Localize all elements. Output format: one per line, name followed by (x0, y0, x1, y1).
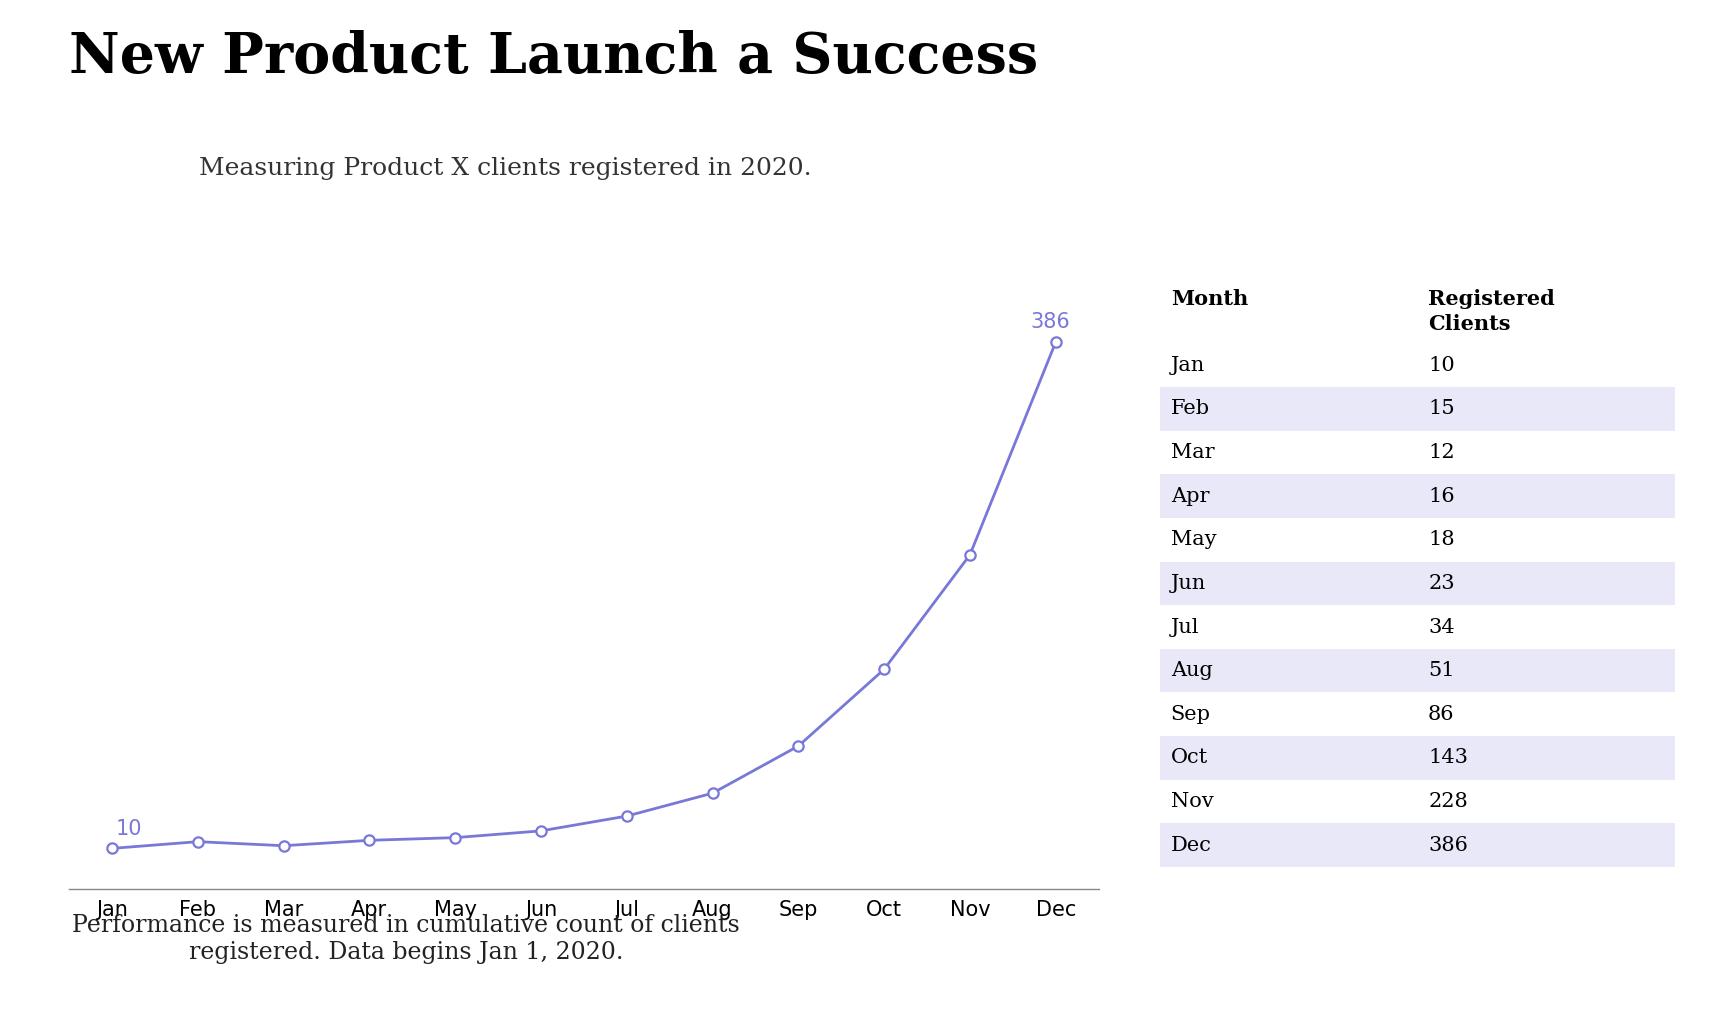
Text: 15: 15 (1428, 399, 1454, 418)
Text: Registered
Clients: Registered Clients (1428, 289, 1554, 333)
FancyBboxPatch shape (1161, 387, 1675, 430)
FancyBboxPatch shape (1161, 475, 1675, 518)
FancyBboxPatch shape (1161, 736, 1675, 780)
Text: 34: 34 (1428, 617, 1454, 636)
Point (527, 823, 554, 839)
Text: Oct: Oct (1171, 748, 1207, 768)
Text: May: May (1171, 530, 1216, 549)
Text: 386: 386 (1428, 835, 1468, 854)
Text: 143: 143 (1428, 748, 1468, 768)
Text: 51: 51 (1428, 662, 1454, 680)
Point (957, 546, 984, 563)
Text: New Product Launch a Success: New Product Launch a Success (69, 30, 1038, 85)
Point (784, 738, 812, 754)
Text: Jun: Jun (1171, 574, 1205, 593)
Text: Jan: Jan (1171, 356, 1205, 375)
Point (1041, 334, 1069, 350)
Text: Measuring Product X clients registered in 2020.: Measuring Product X clients registered i… (199, 157, 812, 180)
Point (870, 662, 898, 678)
Text: 16: 16 (1428, 487, 1454, 506)
Point (442, 829, 470, 845)
Text: 12: 12 (1428, 443, 1454, 462)
FancyBboxPatch shape (1161, 648, 1675, 693)
Point (98, 840, 126, 856)
Text: Mar: Mar (1171, 443, 1214, 462)
Text: Performance is measured in cumulative count of clients
registered. Data begins J: Performance is measured in cumulative co… (73, 914, 739, 964)
Text: Aug: Aug (1171, 662, 1212, 680)
Point (613, 808, 641, 824)
Text: 86: 86 (1428, 705, 1454, 724)
Point (699, 785, 727, 801)
Point (185, 833, 212, 849)
Text: Dec: Dec (1171, 835, 1212, 854)
Point (356, 832, 383, 848)
Text: Nov: Nov (1171, 792, 1214, 811)
Text: Feb: Feb (1171, 399, 1209, 418)
Point (269, 837, 297, 853)
Text: 10: 10 (116, 818, 143, 838)
Text: Jul: Jul (1171, 617, 1199, 636)
Text: 18: 18 (1428, 530, 1454, 549)
Text: Month: Month (1171, 289, 1249, 309)
FancyBboxPatch shape (1161, 562, 1675, 605)
Text: 10: 10 (1428, 356, 1454, 375)
Text: 23: 23 (1428, 574, 1454, 593)
Text: Apr: Apr (1171, 487, 1209, 506)
Text: Sep: Sep (1171, 705, 1211, 724)
Text: 228: 228 (1428, 792, 1468, 811)
Text: 386: 386 (1031, 312, 1071, 332)
FancyBboxPatch shape (1161, 823, 1675, 867)
